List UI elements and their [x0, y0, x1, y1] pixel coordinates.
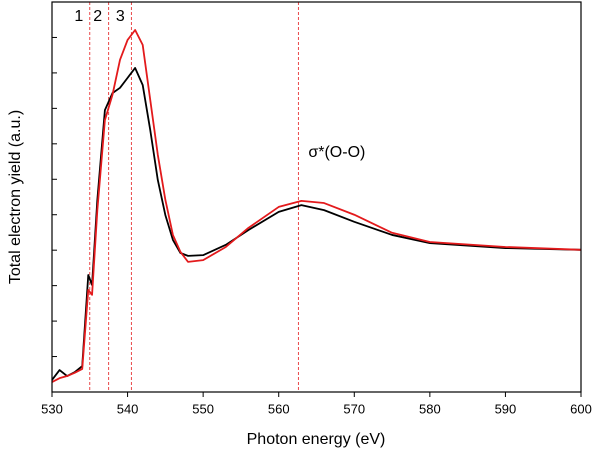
- annotation: 3: [116, 8, 125, 25]
- data-line: [51, 67, 582, 381]
- x-tick-label: 540: [117, 401, 139, 416]
- x-tick-label: 560: [268, 401, 290, 416]
- x-tick-label: 530: [41, 401, 63, 416]
- x-tick-label: 570: [343, 401, 365, 416]
- x-axis-label: Photon energy (eV): [247, 431, 386, 448]
- y-axis-label: Total electron yield (a.u.): [7, 110, 24, 284]
- annotation: 1: [74, 8, 83, 25]
- annotation: 2: [93, 8, 102, 25]
- annotation: σ*(O-O): [308, 144, 365, 161]
- x-tick-label: 550: [192, 401, 214, 416]
- x-tick-label: 600: [570, 401, 592, 416]
- x-tick-label: 590: [495, 401, 517, 416]
- plot-frame: [51, 1, 582, 393]
- x-tick-label: 580: [419, 401, 441, 416]
- data-line: [51, 29, 582, 383]
